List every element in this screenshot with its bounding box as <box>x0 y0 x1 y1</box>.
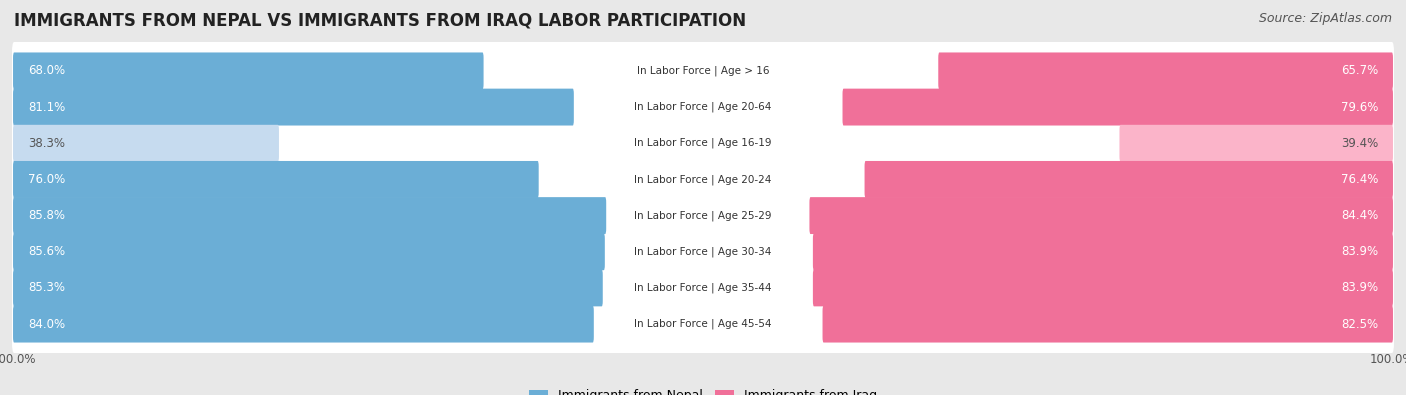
Text: IMMIGRANTS FROM NEPAL VS IMMIGRANTS FROM IRAQ LABOR PARTICIPATION: IMMIGRANTS FROM NEPAL VS IMMIGRANTS FROM… <box>14 12 747 30</box>
FancyBboxPatch shape <box>13 223 1393 281</box>
Text: 85.6%: 85.6% <box>28 245 65 258</box>
FancyBboxPatch shape <box>813 233 1393 270</box>
FancyBboxPatch shape <box>813 269 1393 307</box>
FancyBboxPatch shape <box>823 306 1393 342</box>
Text: In Labor Force | Age 20-64: In Labor Force | Age 20-64 <box>634 102 772 112</box>
FancyBboxPatch shape <box>13 259 1393 317</box>
Text: In Labor Force | Age 20-24: In Labor Force | Age 20-24 <box>634 174 772 185</box>
FancyBboxPatch shape <box>13 88 574 126</box>
FancyBboxPatch shape <box>810 197 1393 234</box>
FancyBboxPatch shape <box>13 114 1393 172</box>
FancyBboxPatch shape <box>13 306 593 342</box>
Text: 85.8%: 85.8% <box>28 209 65 222</box>
Text: 38.3%: 38.3% <box>28 137 65 150</box>
Text: Source: ZipAtlas.com: Source: ZipAtlas.com <box>1258 12 1392 25</box>
Text: In Labor Force | Age 25-29: In Labor Force | Age 25-29 <box>634 210 772 221</box>
FancyBboxPatch shape <box>13 295 1393 353</box>
FancyBboxPatch shape <box>13 125 278 162</box>
Text: 79.6%: 79.6% <box>1341 101 1378 114</box>
Text: In Labor Force | Age 45-54: In Labor Force | Age 45-54 <box>634 319 772 329</box>
FancyBboxPatch shape <box>13 187 1393 245</box>
Text: 68.0%: 68.0% <box>28 64 65 77</box>
FancyBboxPatch shape <box>938 53 1393 89</box>
Text: 84.4%: 84.4% <box>1341 209 1378 222</box>
Text: 85.3%: 85.3% <box>28 281 65 294</box>
Text: In Labor Force | Age 16-19: In Labor Force | Age 16-19 <box>634 138 772 149</box>
Text: 76.4%: 76.4% <box>1341 173 1378 186</box>
Text: In Labor Force | Age 30-34: In Labor Force | Age 30-34 <box>634 246 772 257</box>
FancyBboxPatch shape <box>13 197 606 234</box>
Text: 65.7%: 65.7% <box>1341 64 1378 77</box>
Text: In Labor Force | Age 35-44: In Labor Force | Age 35-44 <box>634 283 772 293</box>
Legend: Immigrants from Nepal, Immigrants from Iraq: Immigrants from Nepal, Immigrants from I… <box>524 384 882 395</box>
FancyBboxPatch shape <box>13 78 1393 136</box>
FancyBboxPatch shape <box>13 233 605 270</box>
Text: 81.1%: 81.1% <box>28 101 65 114</box>
FancyBboxPatch shape <box>1119 125 1393 162</box>
Text: 83.9%: 83.9% <box>1341 245 1378 258</box>
FancyBboxPatch shape <box>13 161 538 198</box>
Text: 76.0%: 76.0% <box>28 173 65 186</box>
FancyBboxPatch shape <box>13 150 1393 208</box>
FancyBboxPatch shape <box>13 53 484 89</box>
Text: 39.4%: 39.4% <box>1341 137 1378 150</box>
Text: 83.9%: 83.9% <box>1341 281 1378 294</box>
Text: 82.5%: 82.5% <box>1341 318 1378 331</box>
Text: 84.0%: 84.0% <box>28 318 65 331</box>
Text: In Labor Force | Age > 16: In Labor Force | Age > 16 <box>637 66 769 76</box>
FancyBboxPatch shape <box>865 161 1393 198</box>
FancyBboxPatch shape <box>13 269 603 307</box>
FancyBboxPatch shape <box>842 88 1393 126</box>
FancyBboxPatch shape <box>13 42 1393 100</box>
